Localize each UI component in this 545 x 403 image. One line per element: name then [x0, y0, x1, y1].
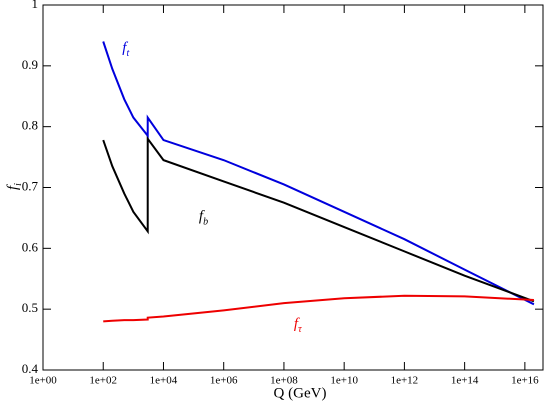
y-axis-label-sub: i [13, 183, 24, 186]
series-label-main: f [199, 209, 205, 225]
x-tick-label: 1e+04 [150, 375, 178, 387]
x-tick-label: 1e+16 [511, 375, 539, 387]
series-label: ft [122, 40, 129, 59]
y-tick-label: 1 [32, 0, 39, 11]
series-label-main: f [122, 40, 128, 56]
x-tick-label: 1e+06 [210, 375, 238, 387]
y-tick-label: 0.8 [22, 118, 38, 133]
series-label: fτ [294, 317, 302, 336]
y-tick-label: 0.7 [22, 178, 39, 193]
y-tick-label: 0.4 [22, 361, 39, 376]
x-axis-label: Q (GeV) [274, 385, 327, 401]
y-axis-label: fi [5, 183, 24, 190]
x-tick-label: 1e+10 [330, 375, 358, 387]
series-label-sub: τ [298, 324, 302, 335]
y-tick-label: 0.6 [22, 239, 39, 254]
x-tick-label: 1e+14 [451, 375, 479, 387]
series-label-sub: t [126, 48, 129, 59]
series-line [102, 41, 535, 306]
series-label: fb [199, 209, 208, 228]
series-label-main: f [294, 317, 300, 333]
x-tick-label: 1e+08 [270, 375, 298, 387]
series-line [103, 294, 534, 323]
x-tick-label: 1e+12 [391, 375, 419, 387]
x-tick-label: 1e+02 [89, 375, 117, 387]
y-tick-label: 0.9 [22, 57, 38, 72]
series-label-sub: b [203, 217, 208, 228]
y-tick-label: 0.5 [22, 300, 38, 315]
y-axis-label-main: f [5, 184, 21, 190]
x-tick-label: 1e+00 [29, 375, 57, 387]
series-line [102, 135, 535, 303]
